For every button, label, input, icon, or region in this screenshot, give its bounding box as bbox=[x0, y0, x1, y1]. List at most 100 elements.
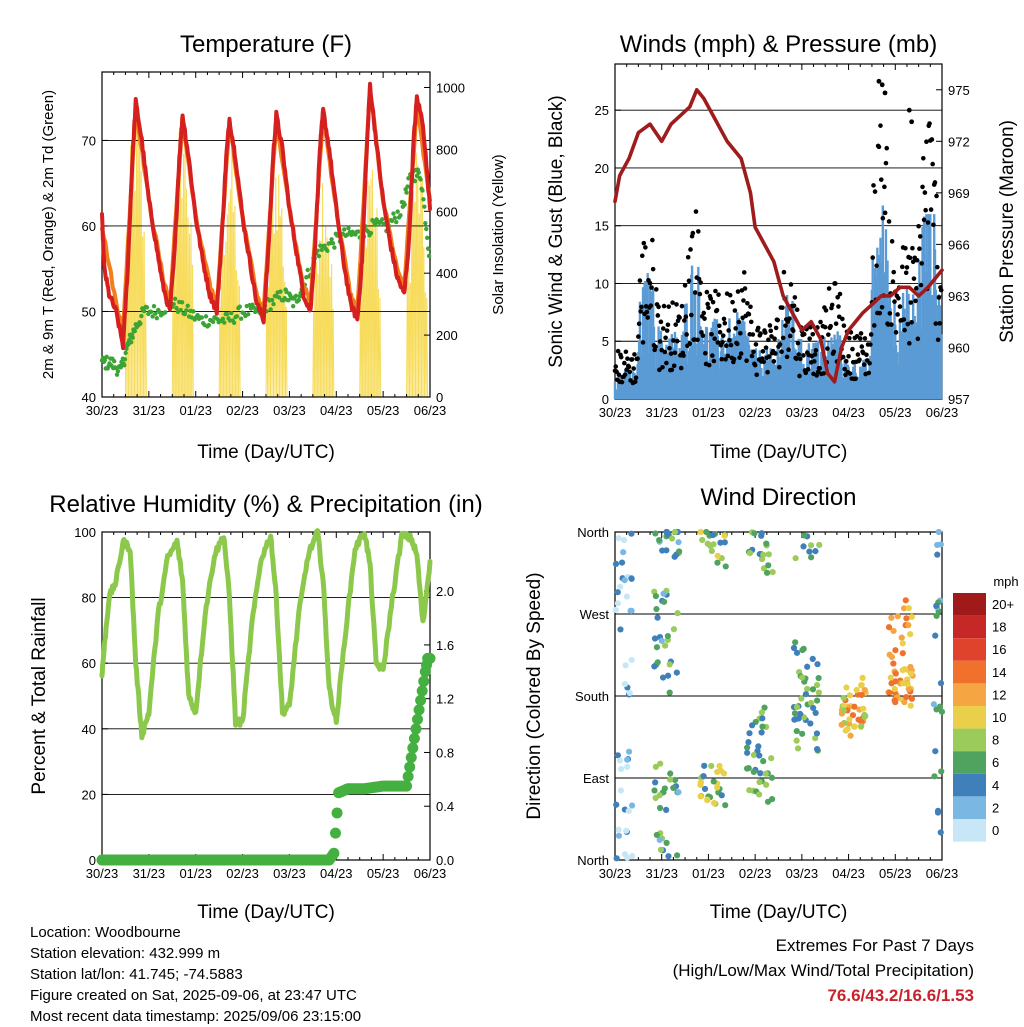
gust-point bbox=[669, 367, 675, 373]
dewpoint-point bbox=[402, 202, 407, 207]
direction-point bbox=[624, 763, 631, 770]
direction-point bbox=[931, 773, 938, 780]
y-tick-label-3: North bbox=[577, 853, 609, 868]
direction-point bbox=[932, 748, 939, 755]
direction-point bbox=[621, 851, 629, 858]
gust-point bbox=[685, 254, 691, 260]
dewpoint-point bbox=[278, 289, 283, 294]
gust-point bbox=[797, 373, 802, 379]
dewpoint-point bbox=[245, 312, 251, 317]
gust-point bbox=[711, 358, 717, 364]
colorbar-swatch bbox=[953, 751, 986, 774]
solar-spike bbox=[426, 297, 429, 398]
extremes-heading: Extremes For Past 7 Days bbox=[775, 936, 974, 955]
gust-point bbox=[835, 294, 840, 300]
precip-point bbox=[413, 704, 425, 716]
gust-point bbox=[787, 316, 792, 321]
x-tick-label-2: 04/23 bbox=[320, 866, 353, 881]
gust-point bbox=[786, 347, 791, 353]
gust-point bbox=[904, 265, 910, 270]
gust-point bbox=[700, 333, 706, 338]
x-tick-label-3: 03/23 bbox=[786, 866, 819, 881]
colorbar-level: 12 bbox=[992, 687, 1006, 702]
direction-point bbox=[654, 659, 661, 666]
direction-point bbox=[671, 528, 679, 536]
x-tick-label-2: 03/23 bbox=[273, 866, 306, 881]
y-tick-label-3: North bbox=[577, 525, 609, 540]
direction-point bbox=[901, 699, 908, 706]
direction-point bbox=[750, 751, 758, 759]
direction-point bbox=[674, 852, 681, 859]
direction-point bbox=[710, 778, 717, 785]
direction-point bbox=[813, 730, 821, 737]
direction-point bbox=[615, 535, 622, 542]
dewpoint-point bbox=[231, 320, 237, 326]
dewpoint-point bbox=[395, 209, 400, 214]
gust-point bbox=[696, 276, 702, 282]
direction-point bbox=[746, 730, 753, 737]
dewpoint-point bbox=[276, 295, 282, 300]
gust-point bbox=[649, 285, 654, 290]
direction-point bbox=[701, 785, 709, 793]
gust-point bbox=[878, 123, 883, 128]
gust-point bbox=[837, 291, 843, 297]
gust-point bbox=[919, 261, 925, 266]
gust-point bbox=[936, 295, 942, 300]
dewpoint-point bbox=[412, 178, 418, 184]
elevation-text: Station elevation: 432.999 m bbox=[30, 945, 221, 962]
gust-point bbox=[671, 363, 677, 369]
y-tick-label-0: 70 bbox=[82, 133, 96, 148]
x-tick-label-3: 01/23 bbox=[692, 866, 725, 881]
dewpoint-point bbox=[368, 230, 374, 236]
gust-point bbox=[637, 278, 643, 283]
x-tick-label-2: 02/23 bbox=[226, 866, 259, 881]
direction-point bbox=[764, 798, 772, 805]
direction-point bbox=[714, 784, 721, 791]
dewpoint-point bbox=[153, 311, 158, 316]
gust-point bbox=[883, 160, 889, 166]
direction-point bbox=[887, 674, 894, 681]
gust-point bbox=[674, 338, 680, 344]
gust-point bbox=[812, 352, 818, 357]
gust-point bbox=[889, 239, 895, 244]
solar-spike bbox=[145, 302, 147, 398]
direction-point bbox=[703, 528, 710, 536]
x-tick-label-0: 03/23 bbox=[273, 403, 306, 418]
dewpoint-point bbox=[122, 357, 128, 362]
direction-point bbox=[934, 551, 941, 558]
dewpoint-point bbox=[398, 213, 403, 218]
colorbar-level: 18 bbox=[992, 620, 1006, 635]
gust-point bbox=[766, 337, 771, 343]
x-tick-label-2: 30/23 bbox=[86, 866, 119, 881]
direction-point bbox=[886, 689, 893, 696]
gust-point bbox=[644, 309, 650, 315]
direction-point bbox=[812, 735, 819, 742]
precip-point bbox=[410, 723, 422, 735]
direction-point bbox=[756, 778, 763, 786]
y-tick-label-3: South bbox=[575, 689, 609, 704]
gust-point bbox=[836, 304, 841, 309]
direction-point bbox=[761, 704, 768, 711]
direction-point bbox=[659, 674, 667, 681]
dewpoint-point bbox=[372, 222, 378, 227]
direction-point bbox=[667, 776, 674, 783]
gust-point bbox=[716, 292, 721, 297]
direction-point bbox=[768, 755, 775, 762]
direction-point bbox=[663, 839, 670, 846]
dewpoint-point bbox=[305, 267, 310, 273]
dewpoint-point bbox=[391, 211, 396, 216]
gust-point bbox=[734, 341, 740, 347]
direction-point bbox=[902, 597, 909, 604]
precip-point bbox=[415, 694, 427, 706]
direction-point bbox=[675, 789, 682, 796]
direction-point bbox=[653, 605, 660, 613]
gust-point bbox=[803, 370, 809, 376]
y-tick-label-1: 25 bbox=[595, 103, 609, 118]
gust-point bbox=[721, 316, 727, 322]
direction-point bbox=[888, 653, 896, 661]
gust-point bbox=[828, 323, 833, 329]
dewpoint-point bbox=[141, 309, 147, 314]
gust-point bbox=[829, 302, 835, 308]
gust-point bbox=[937, 321, 942, 326]
y-tick-label-1: 5 bbox=[602, 334, 609, 349]
